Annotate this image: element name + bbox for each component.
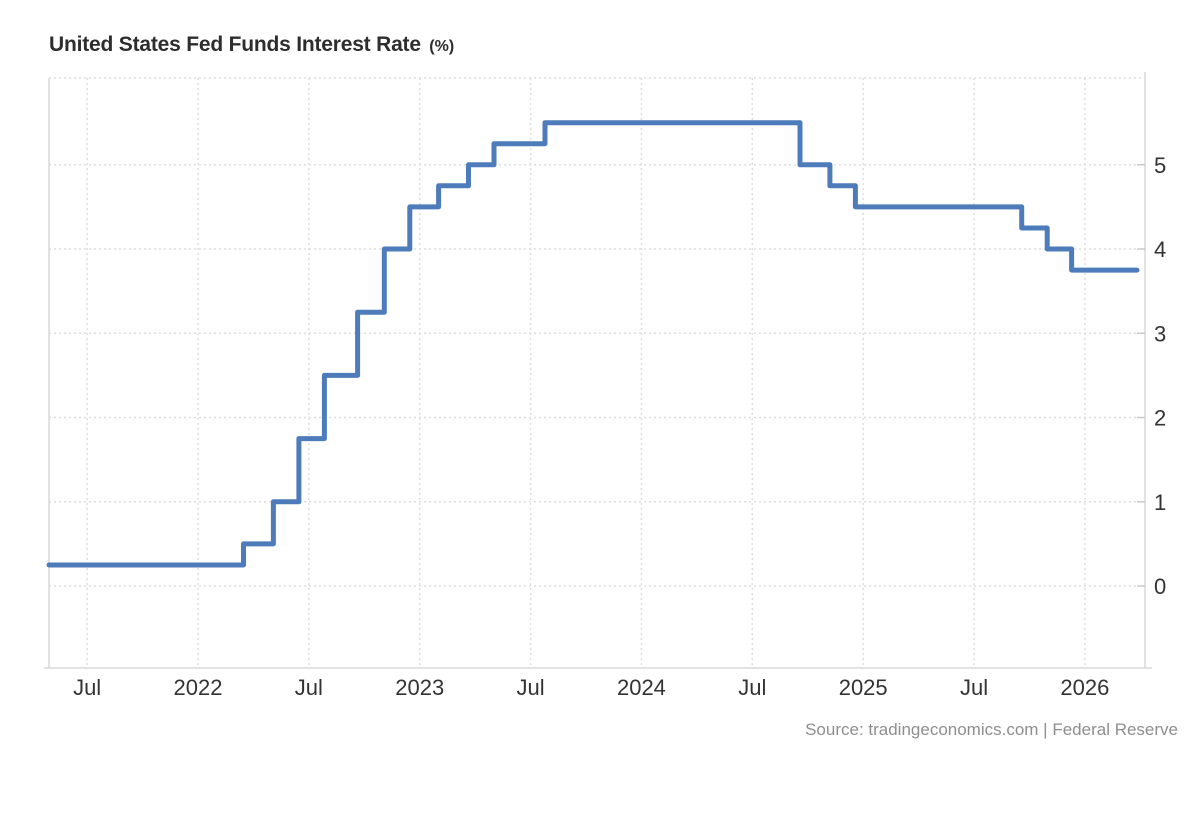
- y-axis-label: 3: [1154, 321, 1166, 346]
- x-axis-label: 2023: [395, 675, 444, 700]
- x-axis-label: Jul: [295, 675, 323, 700]
- x-axis-label: Jul: [73, 675, 101, 700]
- chart-title-unit: (%): [429, 38, 455, 55]
- y-axis-label: 5: [1154, 153, 1166, 178]
- x-axis-label: 2026: [1060, 675, 1109, 700]
- y-axis-label: 0: [1154, 574, 1166, 599]
- x-axis-label: Jul: [517, 675, 545, 700]
- chart-title: United States Fed Funds Interest Rate (%…: [49, 33, 454, 57]
- source-attribution: Source: tradingeconomics.com | Federal R…: [805, 720, 1178, 739]
- chart-title-text: United States Fed Funds Interest Rate: [49, 33, 421, 56]
- fed-funds-rate-line[interactable]: [46, 120, 1140, 568]
- x-axis-label: Jul: [738, 675, 766, 700]
- x-axis-label: 2024: [617, 675, 666, 700]
- x-axis-label: 2025: [839, 675, 888, 700]
- y-axis-label: 2: [1154, 406, 1166, 431]
- y-axis-label: 1: [1154, 490, 1166, 515]
- x-axis-label: Jul: [960, 675, 988, 700]
- x-axis-label: 2022: [174, 675, 223, 700]
- y-axis-label: 4: [1154, 237, 1166, 262]
